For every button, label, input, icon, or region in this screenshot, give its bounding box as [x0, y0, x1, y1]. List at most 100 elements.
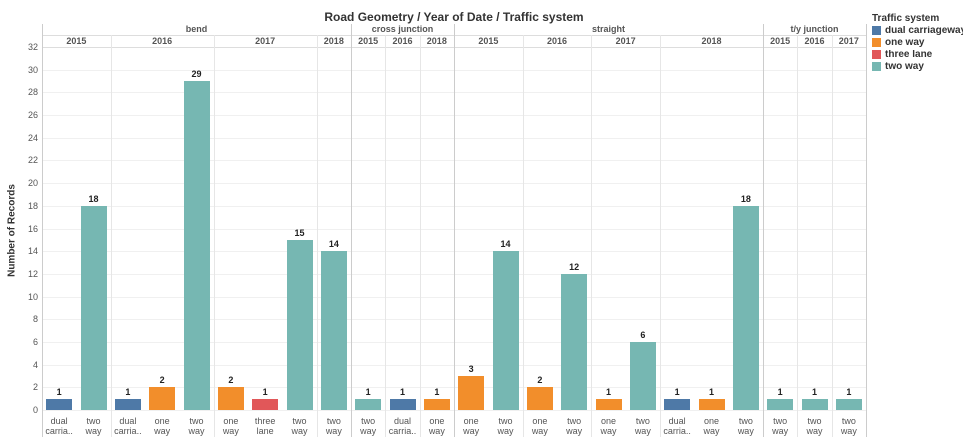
value-label: 1	[846, 386, 852, 397]
x-tick-label: two way	[360, 416, 377, 436]
value-label: 18	[88, 193, 99, 204]
bar	[664, 398, 691, 410]
bar	[46, 398, 73, 410]
value-label: 6	[640, 329, 646, 340]
value-label: 1	[56, 386, 62, 397]
value-label: 14	[500, 239, 511, 250]
bar	[526, 387, 553, 410]
legend-label: two way	[885, 62, 924, 71]
bar	[629, 341, 656, 410]
legend-swatch	[872, 38, 881, 47]
x-tick-label: one way	[222, 416, 239, 436]
x-tick-label: one way	[600, 416, 617, 436]
year-header: 2018	[323, 36, 344, 46]
value-label: 1	[777, 386, 783, 397]
value-label: 15	[294, 227, 305, 238]
year-header: 2017	[255, 36, 276, 46]
y-tick-label: 28	[27, 87, 38, 98]
value-label: 1	[434, 386, 440, 397]
legend-label: one way	[885, 38, 925, 47]
value-label: 1	[605, 386, 611, 397]
x-tick-label: two way	[497, 416, 514, 436]
year-divider	[660, 35, 661, 437]
y-tick-label: 8	[32, 314, 38, 325]
bar	[389, 398, 416, 410]
legend-label: three lane	[885, 50, 933, 59]
value-label: 2	[159, 375, 165, 386]
bar	[320, 251, 347, 410]
y-tick-label: 30	[27, 64, 38, 75]
x-tick-label: two way	[737, 416, 754, 436]
x-tick-label: one way	[428, 416, 445, 436]
x-tick-label: two way	[325, 416, 342, 436]
value-label: 1	[125, 386, 131, 397]
value-label: 1	[399, 386, 405, 397]
bar	[355, 398, 382, 410]
x-tick-label: two way	[291, 416, 308, 436]
bar	[732, 205, 759, 410]
year-header: 2018	[701, 36, 722, 46]
year-header: 2017	[615, 36, 636, 46]
x-tick-label: two way	[806, 416, 823, 436]
y-tick-label: 32	[27, 42, 38, 52]
year-header: 2015	[66, 36, 87, 46]
x-tick-label: two way	[85, 416, 102, 436]
bar	[492, 251, 519, 410]
year-divider	[385, 35, 387, 437]
bar	[561, 273, 588, 410]
bar	[698, 398, 725, 410]
bar	[149, 387, 176, 410]
year-divider	[213, 35, 215, 437]
year-header: 2017	[838, 36, 859, 46]
panel-divider	[454, 24, 455, 437]
year-header: 2016	[546, 36, 567, 46]
y-tick-label: 18	[27, 200, 38, 211]
y-tick-label: 20	[27, 178, 38, 189]
year-header: 2018	[426, 36, 447, 46]
value-label: 2	[228, 375, 234, 386]
x-tick-label: two way	[840, 416, 857, 436]
year-divider	[797, 35, 799, 437]
y-tick-label: 24	[27, 132, 38, 143]
year-divider	[110, 35, 112, 437]
year-divider	[522, 35, 524, 437]
panel-divider	[351, 24, 352, 437]
year-header: 2015	[358, 36, 379, 46]
value-label: 1	[262, 386, 268, 397]
y-tick-label: 4	[32, 359, 38, 370]
y-tick-label: 10	[27, 291, 38, 302]
y-tick-label: 14	[27, 246, 38, 257]
value-label: 2	[537, 375, 543, 386]
x-tick-label: three lane	[254, 416, 276, 436]
bar	[767, 398, 794, 410]
panel-header: t/y junction	[790, 24, 839, 34]
y-tick-label: 22	[27, 155, 38, 166]
x-tick-label: dual carria..	[388, 416, 417, 436]
value-label: 29	[191, 69, 202, 80]
value-label: 1	[708, 386, 714, 397]
x-tick-label: dual carria..	[663, 416, 691, 436]
bar	[801, 398, 828, 410]
legend-label: dual carriageway	[885, 26, 963, 35]
year-header: 2016	[392, 36, 413, 46]
year-header: 2016	[804, 36, 825, 46]
x-tick-label: one way	[531, 416, 548, 436]
value-label: 14	[328, 239, 339, 250]
chart-title: Road Geometry / Year of Date / Traffic s…	[324, 10, 584, 24]
y-tick-label: 0	[32, 405, 38, 415]
x-tick-label: one way	[463, 416, 480, 436]
year-header: 2015	[478, 36, 499, 46]
legend-swatch	[872, 50, 881, 59]
bar	[458, 375, 485, 410]
year-divider	[316, 35, 318, 437]
bar	[423, 398, 450, 410]
value-label: 1	[811, 386, 817, 397]
x-tick-label: two way	[634, 416, 651, 436]
x-tick-label: one way	[154, 416, 171, 436]
y-tick-label: 12	[27, 268, 38, 279]
value-label: 3	[468, 363, 474, 374]
value-label: 18	[740, 193, 751, 204]
value-label: 1	[365, 386, 371, 397]
panel-header: straight	[591, 24, 625, 34]
